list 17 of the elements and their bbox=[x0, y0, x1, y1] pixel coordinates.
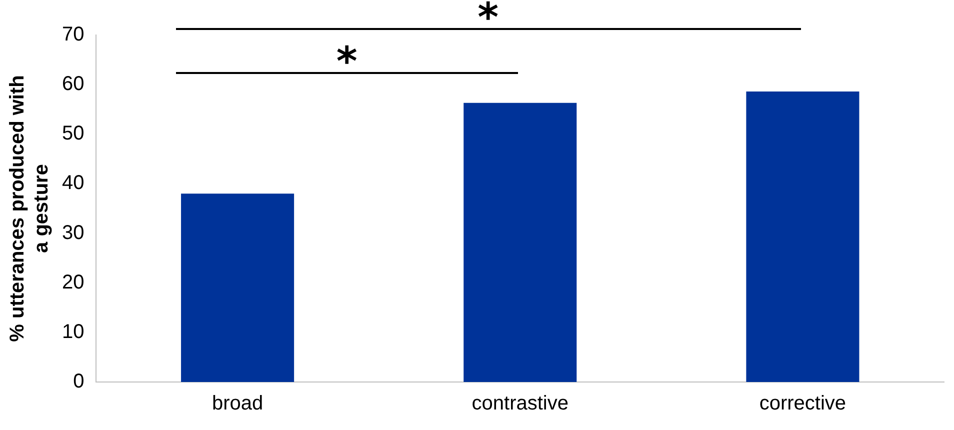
bar bbox=[464, 102, 577, 382]
x-tick-label: corrective bbox=[759, 392, 846, 415]
bar bbox=[746, 92, 860, 382]
x-tick-label: contrastive bbox=[472, 392, 568, 415]
annotation: * bbox=[336, 39, 358, 85]
y-tick-label: 0 bbox=[73, 370, 84, 393]
x-tick-label: broad bbox=[212, 392, 264, 415]
y-tick-label: 20 bbox=[62, 271, 84, 294]
y-axis-title: % utterances produced with a gesture bbox=[6, 75, 53, 342]
y-tick-label: 40 bbox=[62, 172, 84, 194]
bar bbox=[181, 194, 294, 382]
y-tick-label: 50 bbox=[62, 122, 84, 145]
annotation: * bbox=[478, 0, 499, 41]
y-tick-label: 70 bbox=[62, 24, 84, 46]
y-tick-label: 30 bbox=[62, 222, 84, 244]
y-tick-label: 60 bbox=[62, 73, 84, 96]
y-tick-label: 10 bbox=[62, 320, 84, 343]
